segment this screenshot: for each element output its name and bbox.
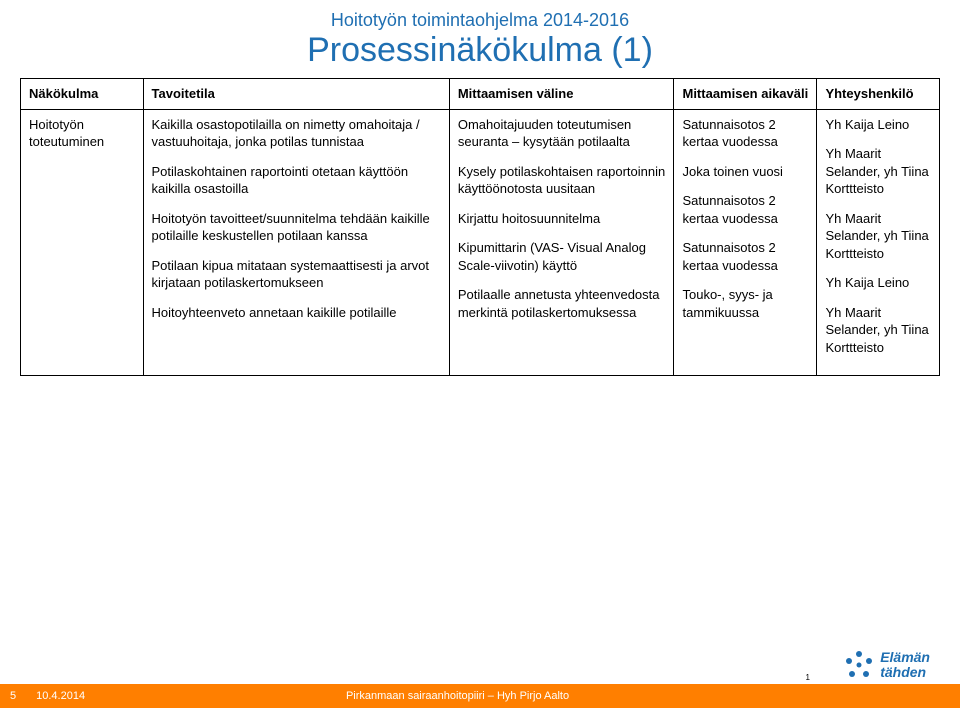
yhteys-p5: Yh Maarit Selander, yh Tiina Korttteisto [825, 304, 931, 357]
tavoite-p1: Kaikilla osastopotilailla on nimetty oma… [152, 116, 441, 151]
header-nakokulma: Näkökulma [21, 79, 144, 110]
cell-nakokulma: Hoitotyön toteutuminen [21, 109, 144, 375]
super-title: Hoitotyön toimintaohjelma 2014-2016 [0, 10, 960, 31]
footer-center: Pirkanmaan sairaanhoitopiiri – Hyh Pirjo… [95, 690, 820, 702]
cell-tavoitetila: Kaikilla osastopotilailla on nimetty oma… [143, 109, 449, 375]
yhteys-p3: Yh Maarit Selander, yh Tiina Korttteisto [825, 210, 931, 263]
header-yhteys: Yhteyshenkilö [817, 79, 940, 110]
aikavali-p4: Satunnaisotos 2 kertaa vuodessa [682, 239, 808, 274]
star-icon [844, 650, 874, 680]
logo-line2: tähden [880, 665, 930, 680]
brand-logo: Elämän tähden [844, 650, 930, 680]
yhteys-p2: Yh Maarit Selander, yh Tiina Korttteisto [825, 145, 931, 198]
aikavali-p5: Touko-, syys- ja tammikuussa [682, 286, 808, 321]
yhteys-p4: Yh Kaija Leino [825, 274, 931, 292]
cell-yhteys: Yh Kaija Leino Yh Maarit Selander, yh Ti… [817, 109, 940, 375]
valine-p4: Kipumittarin (VAS- Visual Analog Scale-v… [458, 239, 666, 274]
valine-p2: Kysely potilaskohtaisen raportoinnin käy… [458, 163, 666, 198]
table-header-row: Näkökulma Tavoitetila Mittaamisen väline… [21, 79, 940, 110]
aikavali-p2: Joka toinen vuosi [682, 163, 808, 181]
footer-date: 10.4.2014 [26, 690, 95, 702]
tavoite-p4: Potilaan kipua mitataan systemaattisesti… [152, 257, 441, 292]
corner-page-number: 1 [806, 673, 810, 682]
main-table: Näkökulma Tavoitetila Mittaamisen väline… [20, 78, 940, 376]
header-valine: Mittaamisen väline [449, 79, 674, 110]
aikavali-p1: Satunnaisotos 2 kertaa vuodessa [682, 116, 808, 151]
tavoite-p3: Hoitotyön tavoitteet/suunnitelma tehdään… [152, 210, 441, 245]
footer-bar: 5 10.4.2014 Pirkanmaan sairaanhoitopiiri… [0, 684, 960, 708]
page-title: Prosessinäkökulma (1) [0, 31, 960, 70]
tavoite-p2: Potilaskohtainen raportointi otetaan käy… [152, 163, 441, 198]
header-tavoitetila: Tavoitetila [143, 79, 449, 110]
cell-aikavali: Satunnaisotos 2 kertaa vuodessa Joka toi… [674, 109, 817, 375]
valine-p5: Potilaalle annetusta yhteenvedosta merki… [458, 286, 666, 321]
logo-line1: Elämän [880, 650, 930, 665]
header-aikavali: Mittaamisen aikaväli [674, 79, 817, 110]
footer-page: 5 [0, 690, 26, 702]
valine-p1: Omahoitajuuden toteutumisen seuranta – k… [458, 116, 666, 151]
cell-valine: Omahoitajuuden toteutumisen seuranta – k… [449, 109, 674, 375]
table-row: Hoitotyön toteutuminen Kaikilla osastopo… [21, 109, 940, 375]
yhteys-p1: Yh Kaija Leino [825, 116, 931, 134]
aikavali-p3: Satunnaisotos 2 kertaa vuodessa [682, 192, 808, 227]
tavoite-p5: Hoitoyhteenveto annetaan kaikille potila… [152, 304, 441, 322]
valine-p3: Kirjattu hoitosuunnitelma [458, 210, 666, 228]
